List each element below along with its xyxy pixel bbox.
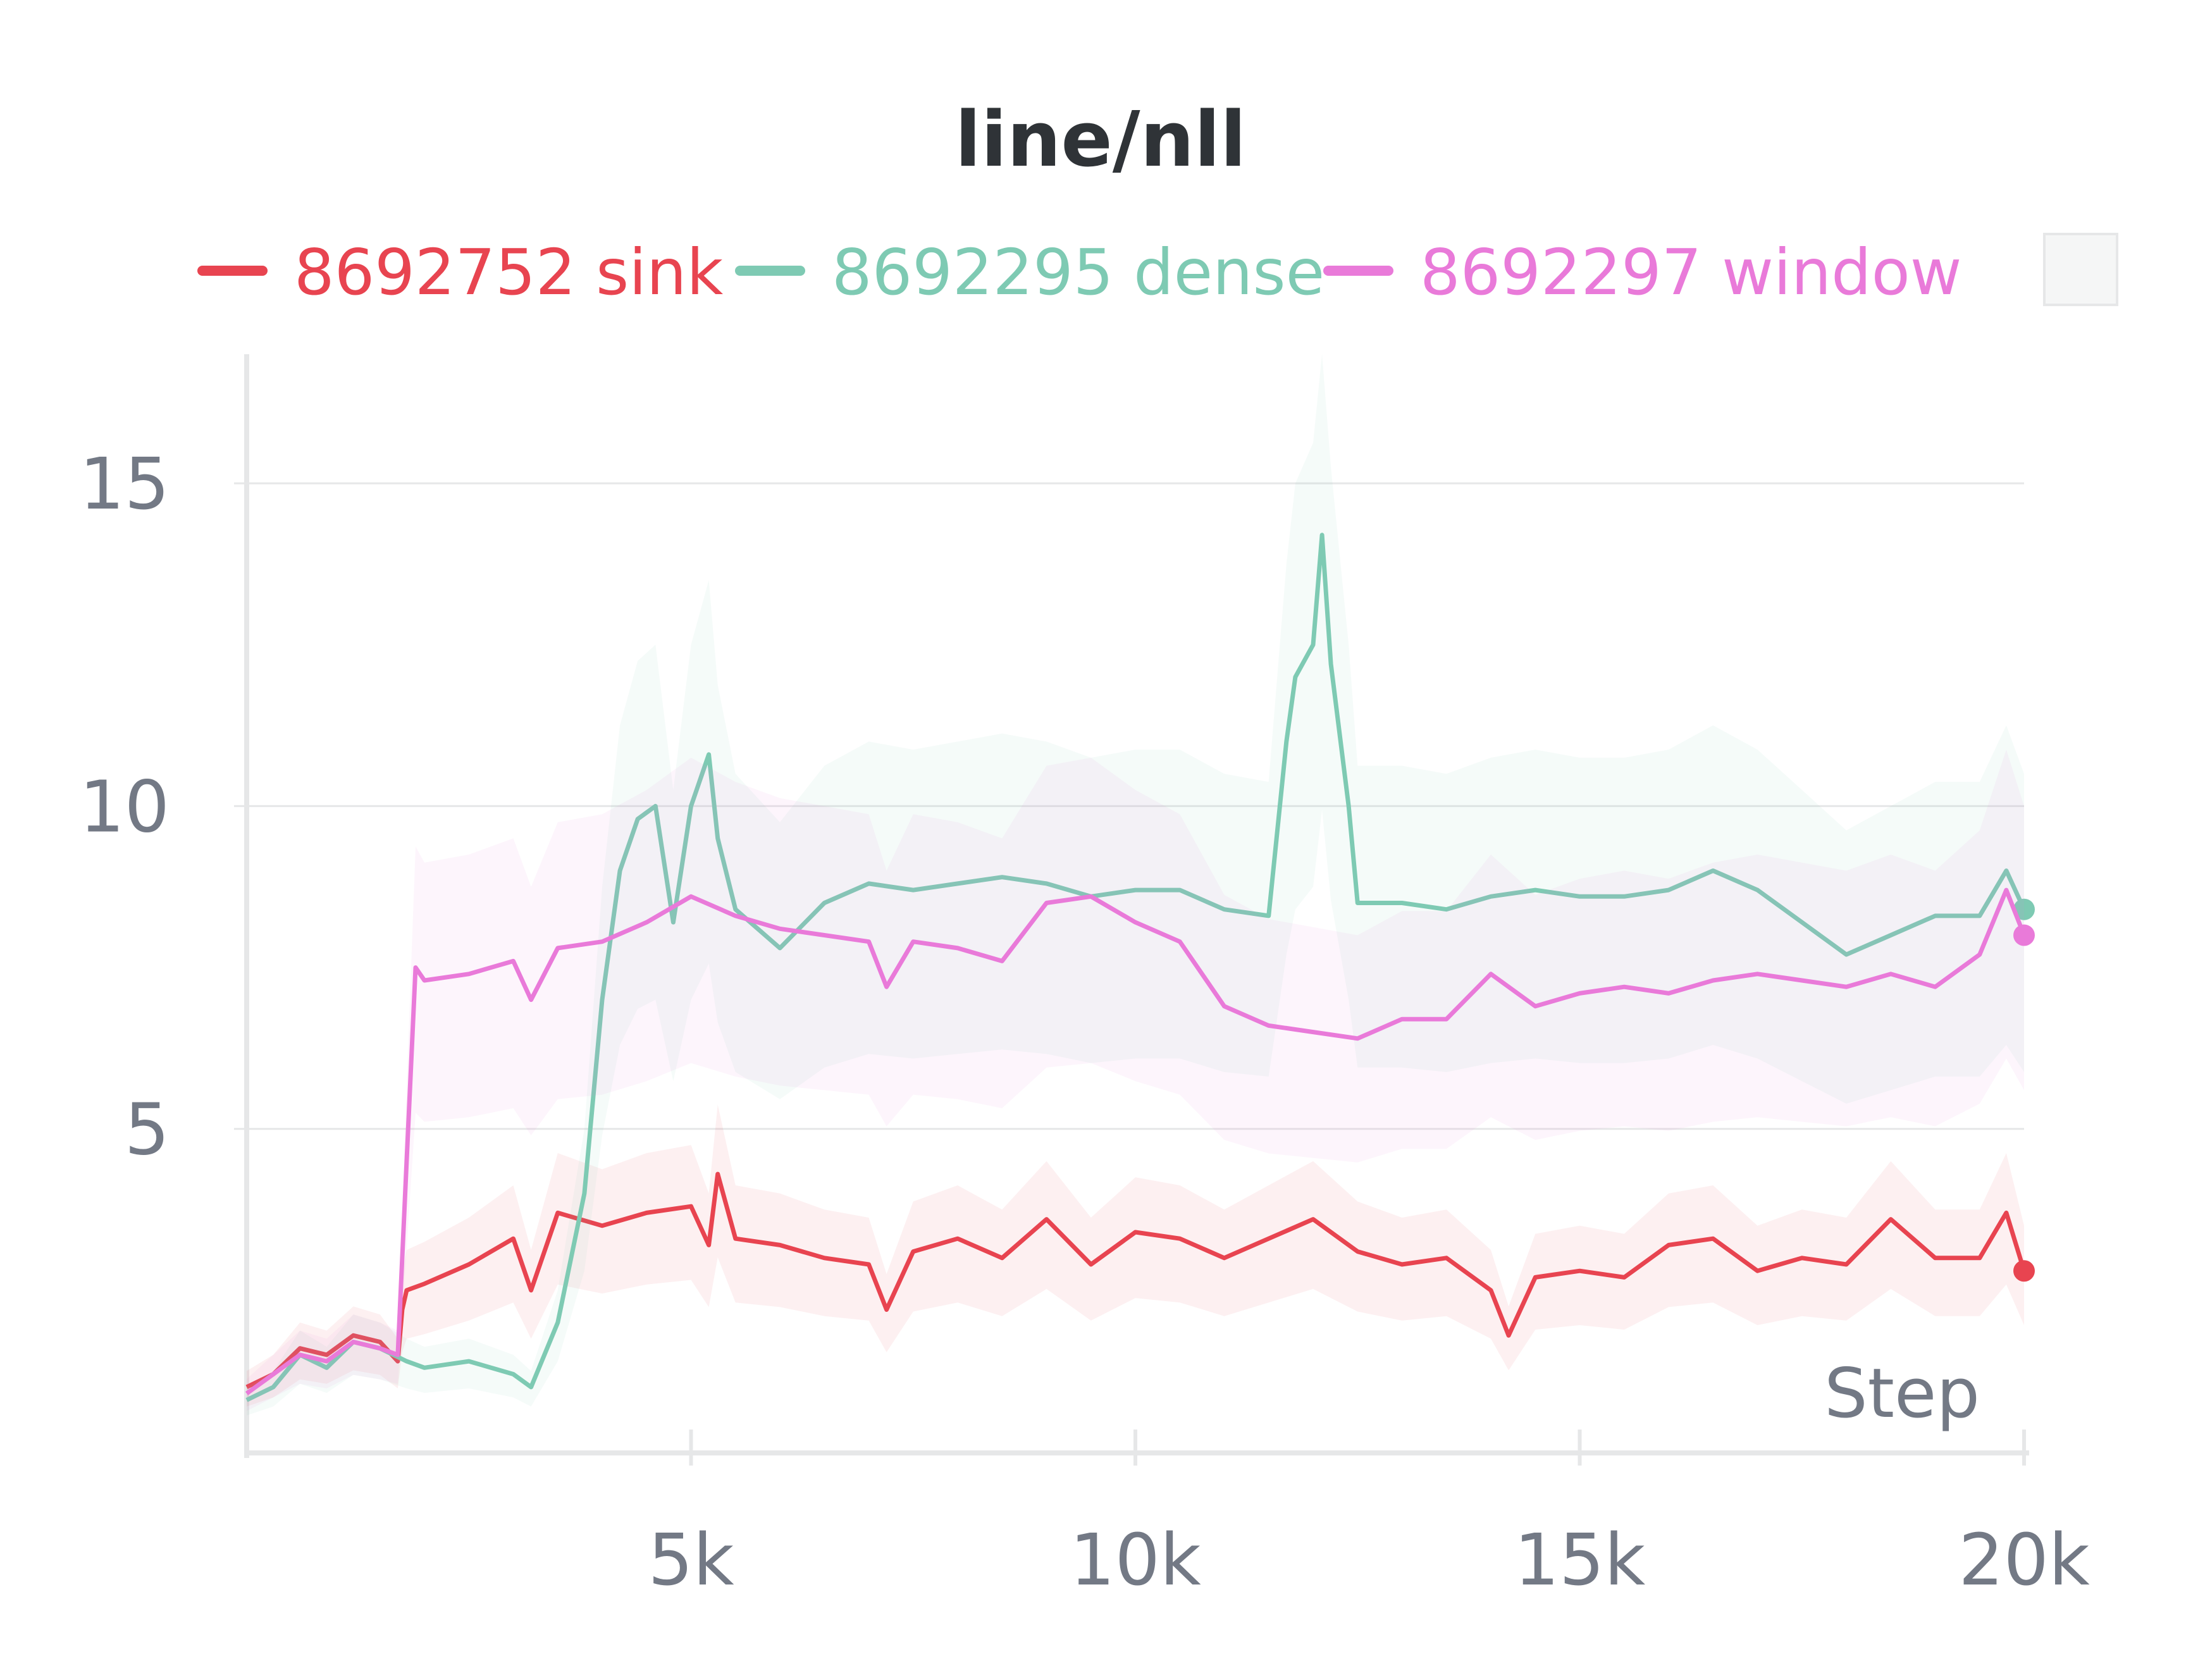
chart-title: line/nll xyxy=(955,96,1247,184)
series-line-8692752-sink xyxy=(245,1171,2027,1390)
series-band-8692295-dense xyxy=(247,354,2024,1416)
x-tick-label-15k: 15k xyxy=(1514,1519,1646,1602)
series-line-8692297-window xyxy=(245,887,2027,1395)
x-tick-label-10k: 10k xyxy=(1070,1519,1201,1602)
x-tick-label-20k: 20k xyxy=(1958,1519,2090,1602)
series-layer xyxy=(245,354,2035,1416)
series-endpoint-8692752-sink xyxy=(2013,1260,2035,1282)
legend-label-8692295-dense: 8692295 dense xyxy=(832,235,1325,309)
legend[interactable]: 8692752 sink 8692295 dense 8692297 window xyxy=(197,235,1962,309)
grid xyxy=(234,482,2024,1130)
legend-label-8692297-window: 8692297 window xyxy=(1420,235,1962,309)
legend-item-8692752-sink[interactable]: 8692752 sink xyxy=(197,235,723,309)
tick-labels: 5 10 15 5k 10k 15k 20k xyxy=(79,443,2089,1602)
y-tick-label-15: 15 xyxy=(79,443,170,526)
x-tick-label-5k: 5k xyxy=(648,1519,734,1602)
x-axis-label: Step xyxy=(1824,1354,1980,1433)
legend-item-8692295-dense[interactable]: 8692295 dense xyxy=(735,235,1325,309)
series-band-8692752-sink xyxy=(247,1104,2024,1407)
series-band-8692297-window xyxy=(247,750,2024,1411)
series-line-8692295-dense xyxy=(245,533,2027,1402)
legend-label-8692752-sink: 8692752 sink xyxy=(294,235,723,309)
y-tick-label-10: 10 xyxy=(79,766,170,848)
series-endpoint-8692295-dense xyxy=(2013,898,2035,920)
series-endpoint-8692297-window xyxy=(2013,924,2035,946)
legend-item-8692297-window[interactable]: 8692297 window xyxy=(1323,235,1962,309)
legend-scroll-handle[interactable] xyxy=(2043,233,2118,306)
y-tick-label-5: 5 xyxy=(125,1089,170,1171)
axes xyxy=(244,354,2029,1466)
